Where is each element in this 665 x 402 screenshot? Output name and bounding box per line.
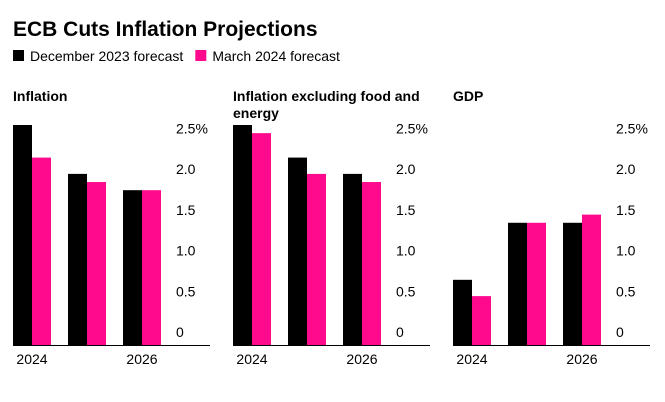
bar — [252, 133, 271, 345]
bar — [142, 190, 161, 345]
bar — [68, 173, 87, 345]
y-tick-label: 0.5 — [396, 283, 416, 299]
y-tick-label: 0 — [176, 324, 184, 340]
bar — [343, 173, 362, 345]
title: ECB Cuts Inflation Projections — [13, 18, 318, 41]
bar — [233, 125, 252, 345]
x-tick-label: 2024 — [16, 351, 47, 367]
bar — [32, 157, 51, 345]
y-tick-label: 1.0 — [616, 243, 636, 259]
bar — [87, 182, 106, 345]
bar — [527, 222, 546, 345]
legend-swatch — [13, 50, 24, 61]
bar — [582, 214, 601, 345]
bar — [13, 125, 32, 345]
y-tick-label: 2.0 — [616, 161, 636, 177]
bar — [123, 190, 142, 345]
y-tick-label: 0.5 — [616, 283, 636, 299]
y-tick-label: 2.5% — [176, 120, 208, 136]
y-tick-label: 2.0 — [396, 161, 416, 177]
y-tick-label: 1.5 — [616, 202, 636, 218]
x-tick-label: 2026 — [126, 351, 157, 367]
y-tick-label: 1.5 — [396, 202, 416, 218]
y-tick-label: 0.5 — [176, 283, 196, 299]
legend-swatch — [195, 50, 207, 61]
bar — [472, 296, 491, 345]
legend-label: December 2023 forecast — [30, 48, 183, 64]
y-tick-label: 0 — [396, 324, 404, 340]
y-tick-label: 1.0 — [396, 243, 416, 259]
panel-title: Inflation — [13, 88, 68, 104]
y-tick-label: 2.5% — [616, 120, 648, 136]
x-tick-label: 2024 — [236, 351, 267, 367]
panel-title: Inflation excluding food and energy — [233, 88, 420, 121]
y-tick-label: 0 — [616, 324, 624, 340]
y-tick-label: 1.5 — [176, 202, 196, 218]
bar — [453, 279, 472, 345]
panel-title: GDP — [453, 88, 484, 104]
bar — [307, 173, 326, 345]
bar — [563, 222, 582, 345]
y-tick-label: 1.0 — [176, 243, 196, 259]
x-tick-label: 2026 — [566, 351, 597, 367]
bar — [508, 222, 527, 345]
bar — [288, 157, 307, 345]
y-tick-label: 2.5% — [396, 120, 428, 136]
x-tick-label: 2024 — [456, 351, 487, 367]
y-tick-label: 2.0 — [176, 161, 196, 177]
legend-label: March 2024 forecast — [212, 48, 340, 64]
bar — [362, 182, 381, 345]
x-tick-label: 2026 — [346, 351, 377, 367]
